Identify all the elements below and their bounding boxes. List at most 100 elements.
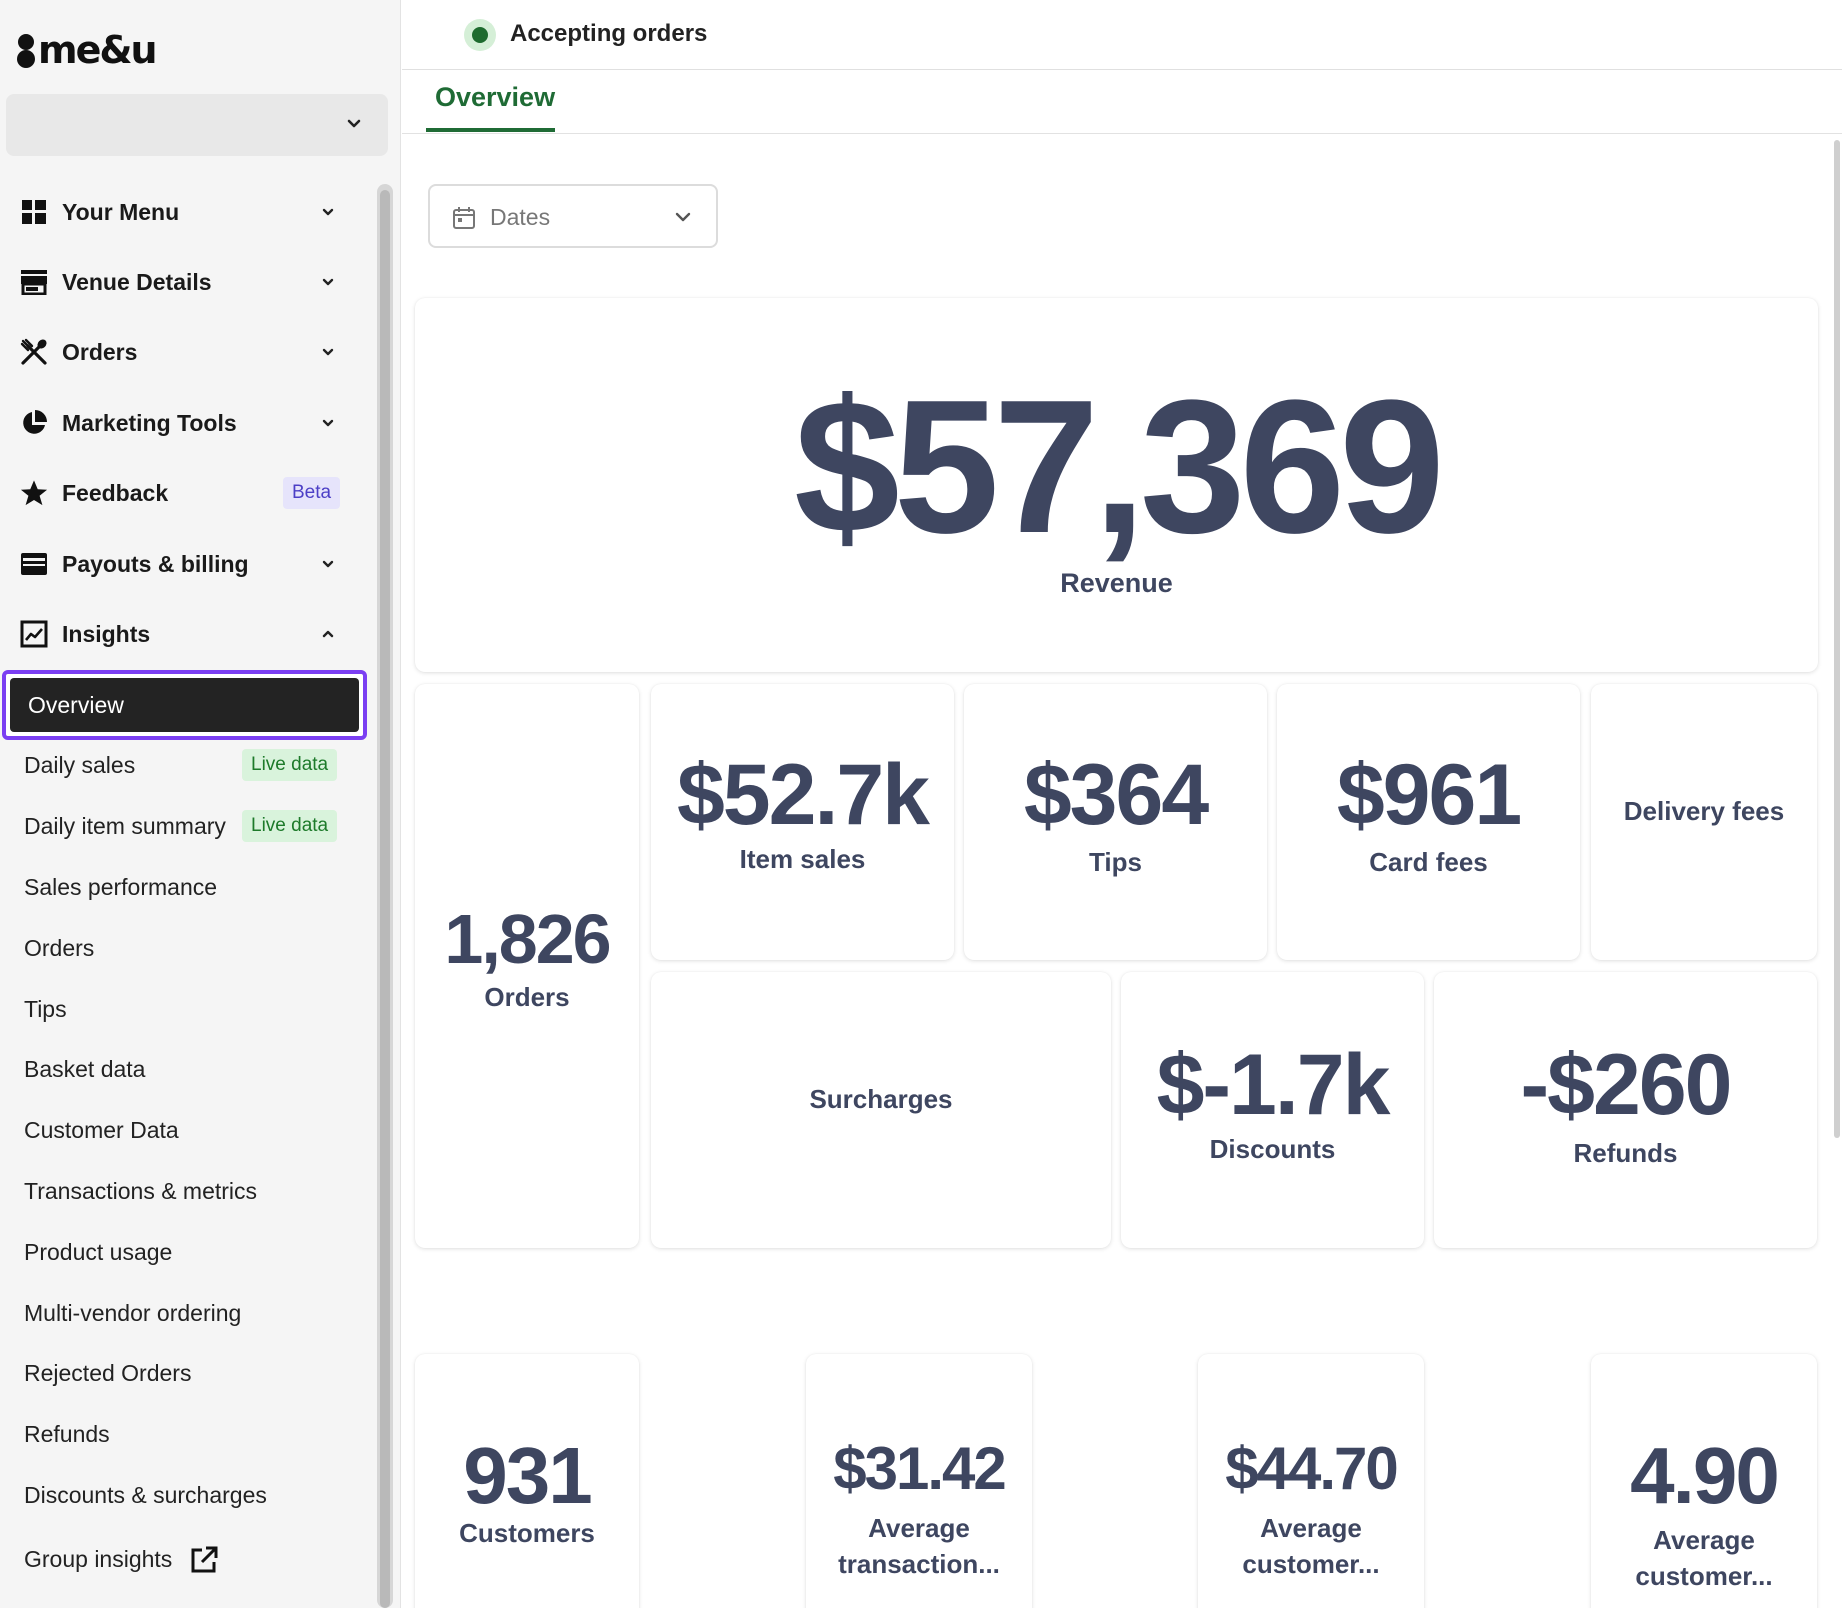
main-scrollbar[interactable] <box>1834 140 1840 1138</box>
average-transaction-label: Average transaction... <box>838 1513 1000 1579</box>
chevron-down-icon <box>322 208 334 216</box>
refunds-label: Refunds <box>1573 1138 1678 1168</box>
sidebar-item-payouts-billing[interactable]: Payouts & billing <box>0 536 360 592</box>
logo-mark-icon <box>16 32 36 68</box>
sidebar-subitem-daily-item-summary[interactable]: Daily item summary Live data <box>0 801 360 851</box>
surcharges-label: Surcharges <box>809 1084 953 1114</box>
sidebar-subitem-discounts-surcharges[interactable]: Discounts & surcharges <box>0 1470 360 1520</box>
credit-card-icon <box>20 550 48 578</box>
star-icon <box>20 479 48 507</box>
venue-selector[interactable] <box>6 94 388 156</box>
delivery-fees-label: Delivery fees <box>1623 796 1785 826</box>
sidebar-subitem-label: Basket data <box>24 1055 146 1082</box>
live-data-badge: Live data <box>242 810 338 842</box>
customers-card: 931 Customers <box>415 1354 639 1608</box>
chevron-down-icon <box>675 212 691 222</box>
orders-value: 1,826 <box>444 900 611 978</box>
sidebar-item-marketing-tools[interactable]: Marketing Tools <box>0 395 360 451</box>
average-transaction-value: $31.42 <box>833 1435 1007 1502</box>
customers-value: 931 <box>463 1431 592 1520</box>
chevron-down-icon <box>322 348 334 356</box>
sidebar-item-your-menu[interactable]: Your Menu <box>0 184 360 240</box>
sidebar-subitem-product-usage[interactable]: Product usage <box>0 1227 360 1277</box>
chevron-down-icon <box>322 560 334 568</box>
grid-icon <box>20 198 48 226</box>
sidebar-subitem-daily-sales[interactable]: Daily sales Live data <box>0 740 360 790</box>
logo[interactable]: me&u <box>16 28 158 72</box>
sidebar-item-orders[interactable]: Orders <box>0 324 360 380</box>
sidebar-subitem-label: Discounts & surcharges <box>24 1481 267 1508</box>
sidebar-subitem-sales-performance[interactable]: Sales performance <box>0 862 360 912</box>
sidebar-item-feedback[interactable]: Feedback Beta <box>0 465 360 521</box>
live-data-badge: Live data <box>242 749 338 781</box>
average-customer-visits-label: Average customer... <box>1635 1525 1773 1591</box>
average-customer-spend-value: $44.70 <box>1225 1435 1399 1502</box>
revenue-value: $57,369 <box>794 361 1445 573</box>
sidebar-item-label: Marketing Tools <box>62 409 237 436</box>
customers-label: Customers <box>459 1518 595 1548</box>
sidebar-subitem-label: Customer Data <box>24 1116 179 1143</box>
sidebar-item-label: Feedback <box>62 479 169 506</box>
refunds-card: -$260 Refunds <box>1434 972 1817 1248</box>
surcharges-card: Surcharges <box>651 972 1111 1248</box>
sidebar-subitem-label: Multi-vendor ordering <box>24 1299 242 1326</box>
sidebar-subitem-basket-data[interactable]: Basket data <box>0 1044 360 1094</box>
revenue-label: Revenue <box>1060 568 1173 598</box>
external-link-icon <box>191 1546 218 1573</box>
sidebar-subitem-label: Refunds <box>24 1420 110 1447</box>
order-status-text: Accepting orders <box>510 20 708 47</box>
logo-text: me&u <box>38 28 158 72</box>
sidebar-subitem-label: Group insights <box>24 1545 173 1572</box>
average-transaction-card: $31.42 Average transaction... <box>806 1354 1032 1608</box>
tips-card: $364 Tips <box>964 684 1267 960</box>
dates-label: Dates <box>490 204 551 230</box>
revenue-card: $57,369 Revenue <box>415 298 1818 672</box>
sidebar-subitem-label: Product usage <box>24 1238 173 1265</box>
card-fees-label: Card fees <box>1369 847 1488 877</box>
chevron-down-icon <box>322 278 334 286</box>
sidebar: me&u Your Menu Venue Details <box>0 0 401 1608</box>
top-bar <box>402 0 1842 70</box>
refunds-value: -$260 <box>1520 1037 1733 1133</box>
sidebar-subitem-overview[interactable]: Overview <box>2 670 367 740</box>
pie-chart-icon <box>20 409 48 437</box>
tab-bar: Overview <box>402 70 1842 134</box>
sidebar-subitem-customer-data[interactable]: Customer Data <box>0 1105 360 1155</box>
status-indicator-dot <box>472 27 488 43</box>
chevron-down-icon <box>322 419 334 427</box>
sidebar-subitem-group-insights[interactable]: Group insights <box>0 1534 360 1584</box>
sidebar-subitem-label: Daily sales <box>24 751 136 778</box>
tips-value: $364 <box>1023 747 1209 843</box>
card-fees-value: $961 <box>1336 747 1522 843</box>
item-sales-label: Item sales <box>739 844 866 874</box>
average-customer-spend-card: $44.70 Average customer... <box>1198 1354 1424 1608</box>
delivery-fees-card: Delivery fees <box>1591 684 1817 960</box>
sidebar-item-venue-details[interactable]: Venue Details <box>0 254 360 310</box>
beta-badge: Beta <box>283 477 341 509</box>
sidebar-item-label: Insights <box>62 620 151 647</box>
chart-icon <box>20 620 48 648</box>
sidebar-subitem-multi-vendor-ordering[interactable]: Multi-vendor ordering <box>0 1288 360 1338</box>
sidebar-item-insights[interactable]: Insights <box>0 606 360 662</box>
sidebar-subitem-orders[interactable]: Orders <box>0 923 360 973</box>
tab-overview[interactable]: Overview <box>435 82 556 112</box>
dates-dropdown[interactable]: Dates <box>428 184 718 248</box>
active-tab-indicator <box>426 128 555 132</box>
sidebar-item-label: Orders <box>62 338 138 365</box>
orders-card: 1,826 Orders <box>415 684 639 1248</box>
average-customer-spend-label: Average customer... <box>1242 1513 1380 1579</box>
chevron-down-icon <box>347 119 361 128</box>
sidebar-scrollbar-thumb[interactable] <box>380 190 390 1608</box>
card-fees-card: $961 Card fees <box>1277 684 1580 960</box>
sidebar-subitem-label: Daily item summary <box>24 812 226 839</box>
sidebar-subitem-refunds[interactable]: Refunds <box>0 1409 360 1459</box>
sidebar-item-label: Venue Details <box>62 268 212 295</box>
sidebar-subitem-tips[interactable]: Tips <box>0 984 360 1034</box>
item-sales-card: $52.7k Item sales <box>651 684 954 960</box>
item-sales-value: $52.7k <box>676 747 930 843</box>
discounts-label: Discounts <box>1209 1134 1336 1164</box>
sidebar-subitem-transactions-metrics[interactable]: Transactions & metrics <box>0 1166 360 1216</box>
sidebar-subitem-label: Tips <box>24 995 67 1022</box>
sidebar-subitem-rejected-orders[interactable]: Rejected Orders <box>0 1348 360 1398</box>
